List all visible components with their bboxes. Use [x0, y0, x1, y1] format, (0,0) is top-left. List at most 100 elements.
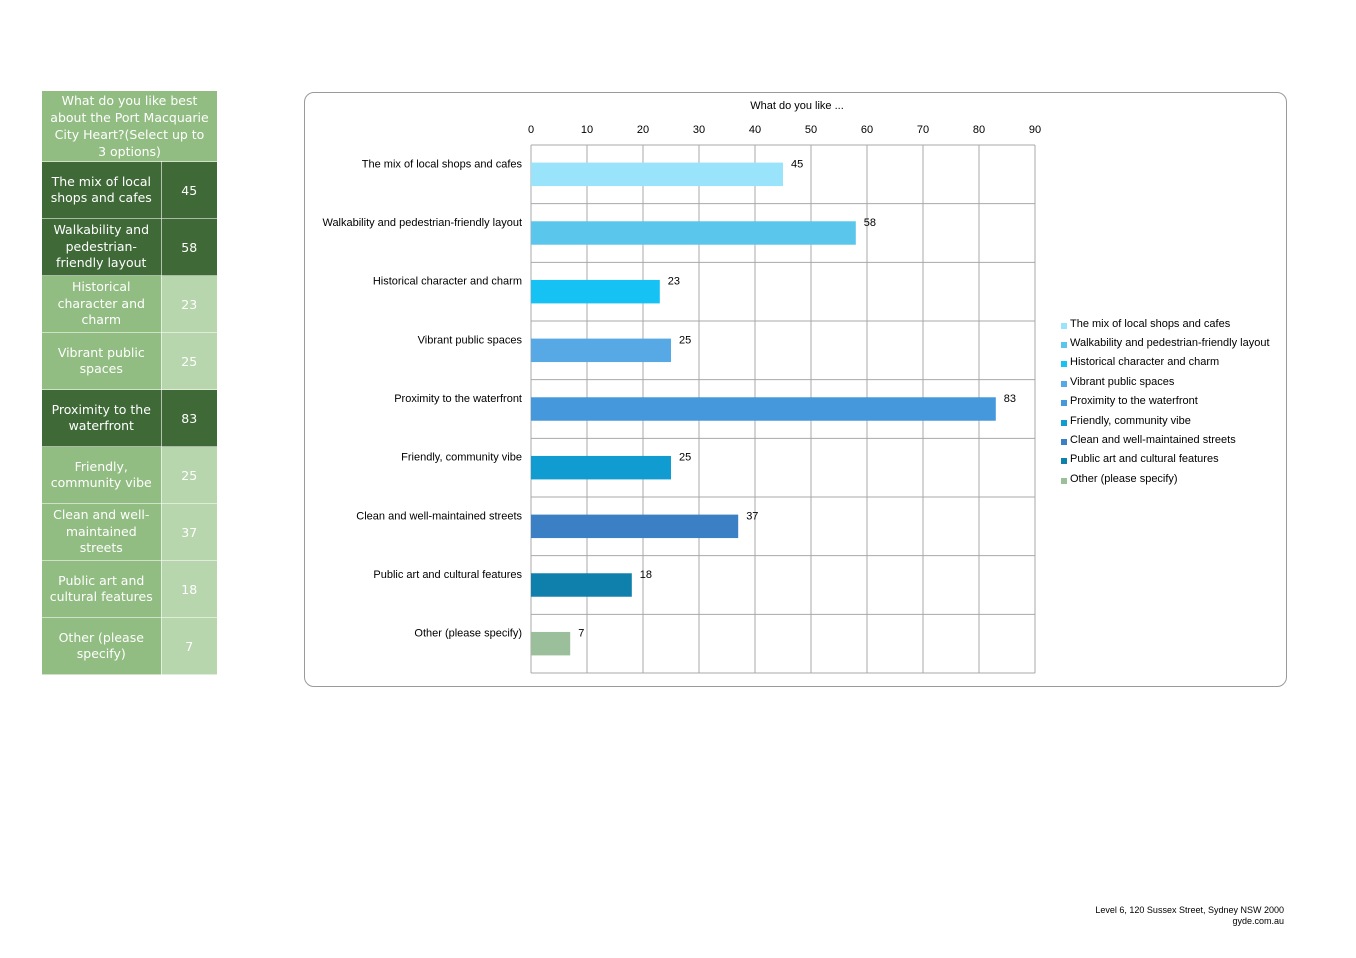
x-tick-label: 60: [861, 124, 873, 136]
legend-item: The mix of local shops and cafes: [1061, 314, 1270, 333]
bar: [531, 221, 856, 245]
bar: [531, 455, 671, 480]
table-row-value: 58: [161, 218, 217, 276]
category-label: Clean and well-maintained streets: [356, 510, 522, 522]
footer-website: gyde.com.au: [1232, 916, 1284, 926]
bar: [531, 631, 571, 656]
chart-frame: What do you like ... 0 10 20 30 40 50 60 70 80 90…: [304, 92, 1287, 687]
chart-title: What do you like ...: [750, 100, 844, 112]
table-row-value: 23: [161, 275, 217, 333]
category-label: Other (please specify): [414, 628, 522, 640]
legend-label: Friendly, community vibe: [1070, 414, 1191, 427]
data-label: 83: [1004, 393, 1016, 405]
legend-item: Walkability and pedestrian-friendly layo…: [1061, 333, 1270, 352]
legend-item: Clean and well-maintained streets: [1061, 430, 1270, 449]
legend-label: Walkability and pedestrian-friendly layo…: [1070, 337, 1270, 350]
table-row-label: Historical character and charm: [42, 275, 162, 333]
table-row-value: 83: [161, 389, 217, 447]
data-label: 23: [668, 276, 680, 288]
legend-swatch: [1061, 342, 1067, 349]
table-row-value: 25: [161, 446, 217, 504]
legend-swatch: [1061, 361, 1067, 368]
x-tick-label: 10: [581, 124, 593, 136]
bar: [531, 338, 671, 363]
table-row: Other (please specify) 7: [42, 617, 217, 675]
legend-label: Clean and well-maintained streets: [1070, 434, 1236, 447]
bar: [531, 514, 739, 539]
legend-label: Public art and cultural features: [1070, 453, 1219, 466]
table-row-label: The mix of local shops and cafes: [42, 161, 162, 219]
footer: Level 6, 120 Sussex Street, Sydney NSW 2…: [1095, 905, 1284, 927]
table-row-label: Proximity to the waterfront: [42, 389, 162, 447]
legend-label: Other (please specify): [1070, 472, 1178, 485]
table-header: What do you like best about the Port Mac…: [42, 91, 217, 162]
table-row: The mix of local shops and cafes 45: [42, 161, 217, 219]
legend-label: The mix of local shops and cafes: [1070, 317, 1231, 330]
x-tick-label: 0: [528, 124, 534, 136]
legend-item: Proximity to the waterfront: [1061, 392, 1270, 411]
table-row-label: Vibrant public spaces: [42, 332, 162, 390]
bar: [531, 162, 783, 187]
chart-legend: The mix of local shops and cafes Walkabil…: [1061, 314, 1270, 489]
table-row-value: 45: [161, 161, 217, 219]
x-tick-label: 40: [749, 124, 761, 136]
legend-swatch: [1061, 439, 1067, 446]
legend-swatch: [1061, 458, 1067, 465]
x-tick-label: 30: [693, 124, 705, 136]
table-row: Public art and cultural features 18: [42, 560, 217, 618]
data-label: 58: [864, 217, 876, 229]
bar: [531, 279, 660, 304]
data-label: 25: [679, 452, 691, 464]
legend-label: Vibrant public spaces: [1070, 375, 1175, 388]
table-row-value: 37: [161, 503, 217, 561]
table-row-label: Clean and well-maintained streets: [42, 503, 162, 561]
legend-swatch: [1061, 380, 1067, 387]
category-label: Vibrant public spaces: [418, 334, 523, 346]
table-row: Friendly, community vibe 25: [42, 446, 217, 504]
table-row: Walkability and pedestrian-friendly layo…: [42, 218, 217, 276]
legend-item: Vibrant public spaces: [1061, 372, 1270, 391]
legend-swatch: [1061, 400, 1067, 407]
x-tick-label: 90: [1029, 124, 1041, 136]
data-label: 45: [791, 158, 803, 170]
table-row: Clean and well-maintained streets 37: [42, 503, 217, 561]
legend-swatch: [1061, 419, 1067, 426]
legend-label: Historical character and charm: [1070, 356, 1220, 369]
table-row-label: Public art and cultural features: [42, 560, 162, 618]
data-label: 7: [578, 628, 584, 640]
legend-item: Other (please specify): [1061, 469, 1270, 488]
table-row: Proximity to the waterfront 83: [42, 389, 217, 447]
legend-label: Proximity to the waterfront: [1070, 395, 1198, 408]
category-label: Friendly, community vibe: [401, 452, 522, 464]
table-row-value: 18: [161, 560, 217, 618]
bar: [531, 397, 996, 421]
data-label: 25: [679, 334, 691, 346]
category-label: The mix of local shops and cafes: [362, 158, 523, 170]
table-row-label: Other (please specify): [42, 617, 162, 675]
table-row: Historical character and charm 23: [42, 275, 217, 333]
x-tick-label: 50: [805, 124, 817, 136]
category-label: Walkability and pedestrian-friendly layo…: [322, 217, 522, 229]
bar-chart: What do you like ... 0 10 20 30 40 50 60 70 80 90…: [322, 100, 1041, 674]
data-label: 18: [640, 569, 652, 581]
category-label: Historical character and charm: [373, 276, 522, 288]
table-row-value: 25: [161, 332, 217, 390]
x-tick-label: 20: [637, 124, 649, 136]
table-row-label: Friendly, community vibe: [42, 446, 162, 504]
table-row-value: 7: [161, 617, 217, 675]
category-label: Public art and cultural features: [373, 569, 522, 581]
bar: [531, 573, 632, 597]
results-table: What do you like best about the Port Mac…: [42, 91, 217, 675]
legend-swatch: [1061, 477, 1067, 484]
data-label: 37: [746, 510, 758, 522]
table-row: Vibrant public spaces 25: [42, 332, 217, 390]
x-tick-label: 80: [973, 124, 985, 136]
legend-swatch: [1061, 322, 1067, 329]
table-row-label: Walkability and pedestrian-friendly layo…: [42, 218, 162, 276]
footer-address: Level 6, 120 Sussex Street, Sydney NSW 2…: [1095, 905, 1284, 915]
category-label: Proximity to the waterfront: [394, 393, 522, 405]
legend-item: Friendly, community vibe: [1061, 411, 1270, 430]
legend-item: Public art and cultural features: [1061, 450, 1270, 469]
x-tick-label: 70: [917, 124, 929, 136]
legend-item: Historical character and charm: [1061, 353, 1270, 372]
